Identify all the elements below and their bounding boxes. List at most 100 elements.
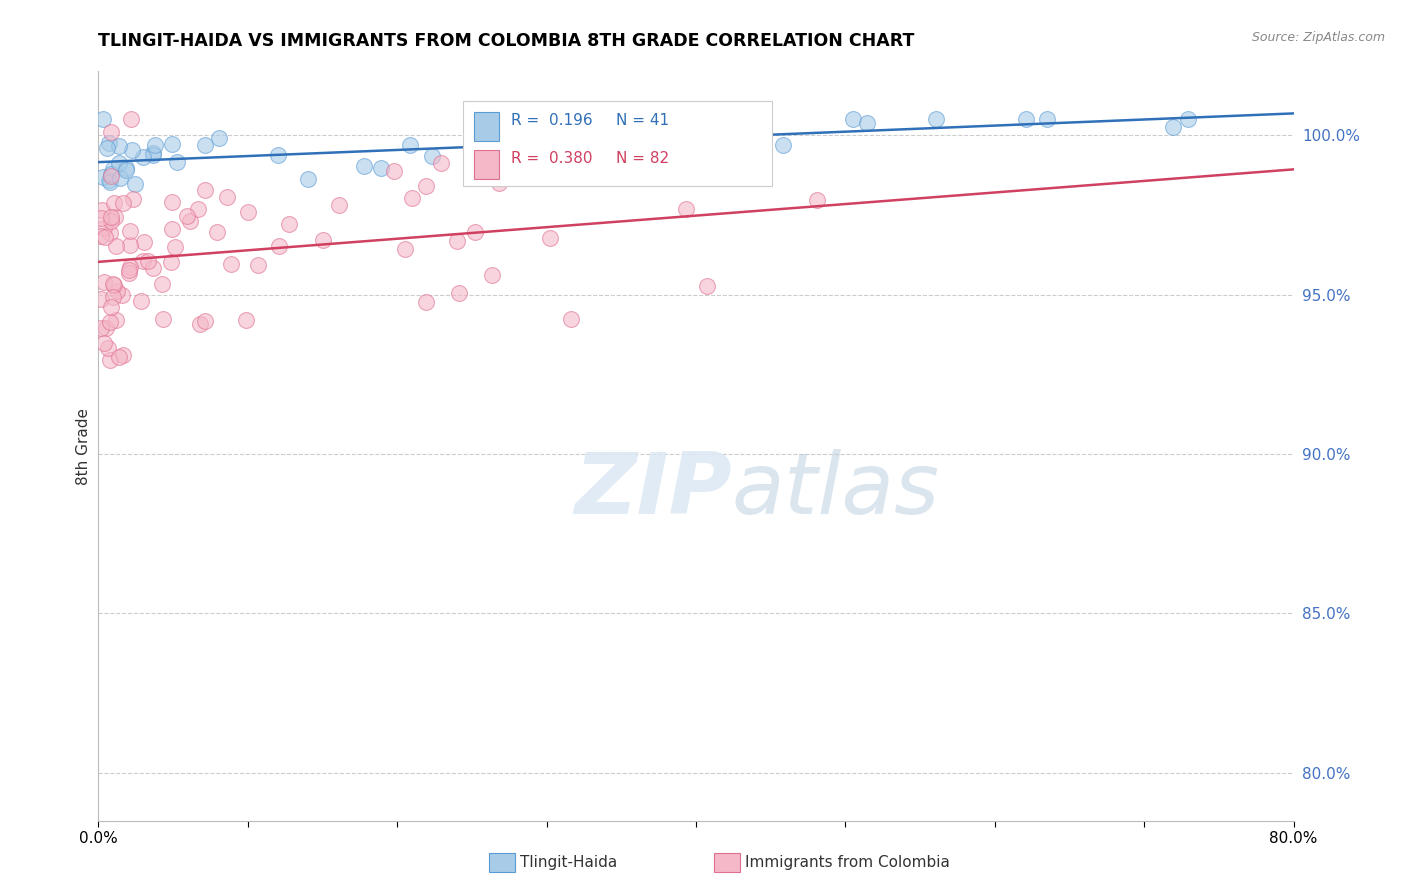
Point (328, 198, 350, 212)
Point (132, 254, 155, 268)
Point (138, 253, 160, 268)
Point (104, 210, 127, 224)
Point (163, 240, 186, 254)
Point (90, 228, 112, 243)
Point (120, 238, 142, 252)
Point (150, 277, 173, 292)
Point (464, 225, 486, 239)
Text: Immigrants from Colombia: Immigrants from Colombia (745, 855, 950, 870)
Point (104, 239, 127, 253)
Point (382, 164, 405, 178)
Point (269, 239, 291, 253)
Point (118, 224, 141, 238)
Point (97, 341, 120, 355)
Point (100, 167, 122, 181)
Point (94, 230, 117, 244)
Point (415, 178, 437, 193)
Point (98, 227, 121, 241)
Point (142, 145, 165, 160)
Point (1177, 112, 1199, 127)
Point (353, 160, 375, 174)
Point (100, 214, 122, 228)
Point (100, 169, 122, 184)
Point (93, 220, 115, 235)
Text: TLINGIT-HAIDA VS IMMIGRANTS FROM COLOMBIA 8TH GRADE CORRELATION CHART: TLINGIT-HAIDA VS IMMIGRANTS FROM COLOMBI… (98, 32, 915, 50)
Point (100, 300, 122, 314)
Point (481, 268, 503, 283)
Point (696, 279, 718, 293)
Point (104, 313, 127, 327)
Point (236, 205, 259, 219)
Point (187, 202, 209, 216)
Point (188, 317, 211, 331)
Point (160, 137, 183, 152)
Point (176, 209, 198, 223)
Point (91, 112, 114, 127)
Point (1161, 120, 1184, 135)
Point (103, 277, 125, 292)
Text: N = 41: N = 41 (616, 113, 669, 128)
Point (132, 235, 155, 250)
Point (415, 295, 437, 310)
Point (221, 257, 243, 271)
Point (111, 348, 134, 362)
Point (1036, 112, 1059, 127)
Point (247, 258, 270, 272)
Point (162, 222, 184, 236)
Point (93, 275, 115, 289)
Point (100, 125, 122, 139)
Point (120, 260, 142, 275)
Point (122, 192, 145, 206)
Point (142, 148, 165, 162)
Point (107, 351, 129, 365)
Point (194, 183, 217, 197)
Point (616, 145, 638, 159)
Point (1015, 112, 1038, 127)
Point (277, 217, 299, 231)
Text: Tlingit-Haida: Tlingit-Haida (520, 855, 617, 870)
Text: R =  0.380: R = 0.380 (510, 152, 592, 167)
Point (112, 196, 135, 211)
Point (488, 177, 510, 191)
Point (101, 290, 124, 304)
Point (166, 154, 188, 169)
Point (118, 266, 141, 280)
Point (98, 315, 121, 329)
Point (98, 353, 121, 368)
Point (91, 169, 114, 184)
Point (842, 112, 865, 127)
Point (117, 263, 139, 277)
Point (585, 114, 607, 128)
Text: N = 82: N = 82 (616, 152, 669, 167)
Point (114, 162, 136, 177)
Point (91, 202, 114, 217)
Point (100, 175, 122, 189)
Point (179, 214, 201, 228)
Point (100, 210, 122, 224)
Point (93, 336, 115, 351)
Point (97, 136, 120, 150)
Point (90, 211, 112, 226)
Point (103, 195, 125, 210)
Point (120, 112, 142, 127)
Point (267, 148, 290, 162)
Point (90, 321, 112, 335)
Point (111, 288, 134, 302)
Point (370, 161, 392, 175)
Point (560, 312, 582, 326)
Point (103, 277, 125, 292)
Point (464, 136, 486, 151)
Point (235, 312, 257, 326)
Point (394, 242, 416, 256)
Y-axis label: 8th Grade: 8th Grade (76, 408, 91, 484)
Point (105, 284, 128, 298)
Point (215, 190, 238, 204)
Point (491, 144, 513, 158)
Point (706, 148, 728, 162)
Point (96, 141, 118, 155)
Point (115, 161, 138, 176)
Point (121, 143, 143, 157)
Point (297, 172, 319, 186)
Point (806, 193, 828, 207)
Point (429, 156, 451, 170)
